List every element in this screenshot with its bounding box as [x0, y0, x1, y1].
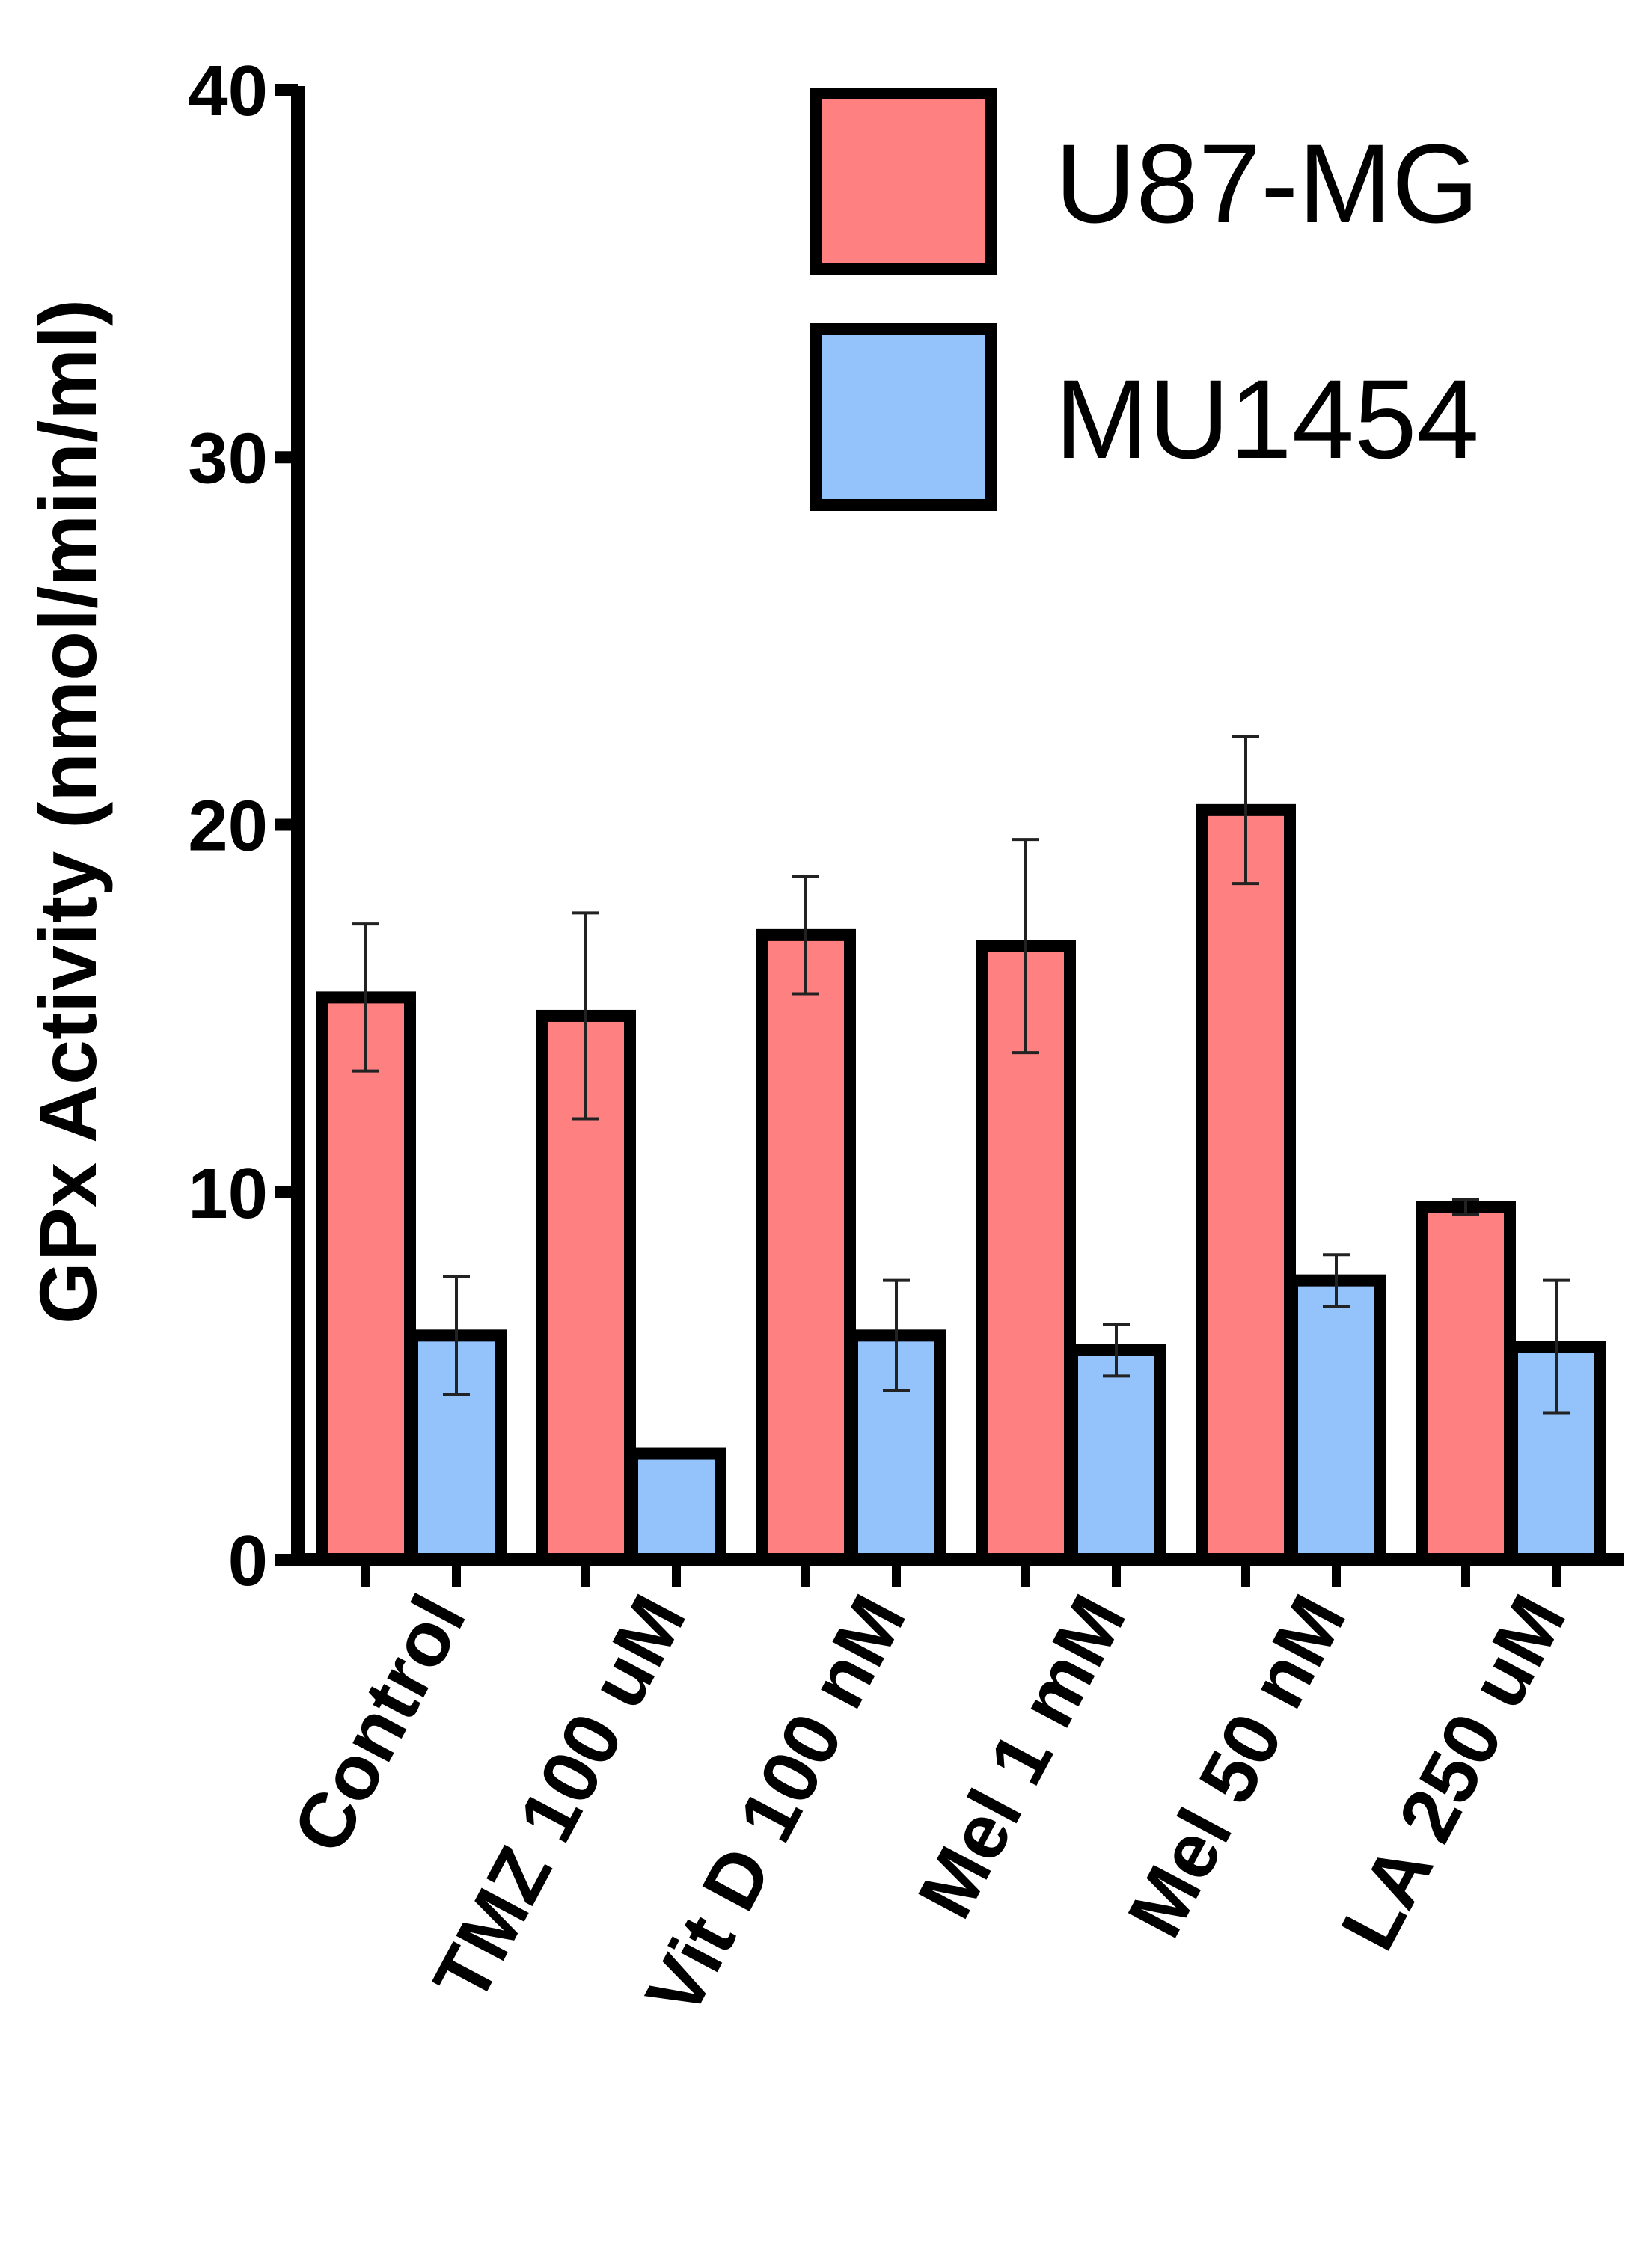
- legend: U87-MG MU1454: [810, 88, 1479, 511]
- y-axis-title: GPx Activity (nmol/min/ml): [22, 299, 113, 1324]
- legend-swatch-u87-mg: [810, 88, 997, 275]
- y-tick-label: 30: [188, 418, 268, 498]
- legend-label: MU1454: [1055, 356, 1479, 482]
- y-ticks: 0 10 20 30 40: [188, 51, 298, 1601]
- bar-mu1454: [1286, 1274, 1386, 1566]
- bars-layer: [316, 803, 1606, 1566]
- bar-u87-mg: [316, 991, 416, 1566]
- x-category-label: LA 250 uM: [1325, 1581, 1583, 1963]
- y-tick-label: 40: [188, 51, 268, 131]
- error-bars-layer: [352, 735, 1570, 1415]
- y-tick-label: 0: [228, 1521, 268, 1601]
- x-category-label: Mel 50 nM: [1112, 1581, 1363, 1950]
- legend-label: U87-MG: [1055, 120, 1479, 246]
- bar-mu1454: [1066, 1344, 1166, 1566]
- bar-u87-mg: [756, 928, 856, 1566]
- bar-mu1454: [626, 1447, 726, 1566]
- legend-swatch-mu1454: [810, 323, 997, 511]
- x-category-label: Mel 1 mM: [902, 1581, 1142, 1932]
- y-tick-label: 10: [188, 1154, 268, 1234]
- bar-u87-mg: [1196, 803, 1296, 1566]
- y-tick-label: 20: [188, 786, 268, 866]
- x-category-label: Control: [276, 1581, 483, 1866]
- bar-u87-mg: [976, 940, 1076, 1566]
- bar-u87-mg: [1416, 1201, 1516, 1566]
